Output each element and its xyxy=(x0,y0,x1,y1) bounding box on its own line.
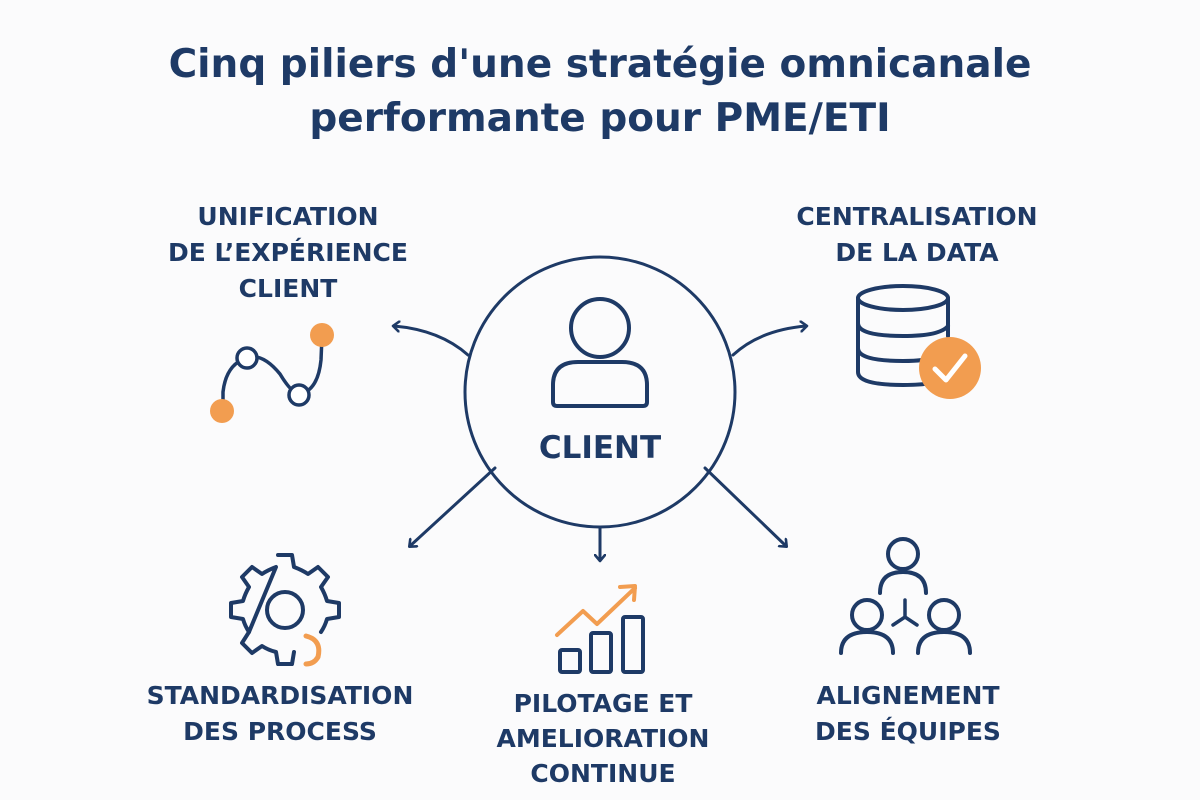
label-line: DES ÉQUIPES xyxy=(815,717,1001,746)
label-line: UNIFICATION xyxy=(197,202,379,231)
title-line-2: performante pour PME/ETI xyxy=(309,96,891,141)
bar-chart-trend-icon xyxy=(555,584,645,674)
person-icon xyxy=(551,297,649,408)
label-line: DES PROCESS xyxy=(183,717,377,746)
page-title: Cinq piliers d'une stratégie omnicanale … xyxy=(0,38,1200,146)
arrow-to-standardisation xyxy=(410,466,497,546)
label-line: DE L’EXPÉRIENCE xyxy=(168,238,408,267)
pillar-pilotage-label: PILOTAGE ET AMELIORATION CONTINUE xyxy=(497,686,710,791)
database-check-icon xyxy=(856,284,981,399)
pillar-alignement-label: ALIGNEMENT DES ÉQUIPES xyxy=(815,678,1001,750)
arrow-to-centralisation xyxy=(731,326,806,357)
label-line: CLIENT xyxy=(238,274,338,303)
pillar-centralisation-label: CENTRALISATION DE LA DATA xyxy=(796,199,1037,271)
label-line: STANDARDISATION xyxy=(146,681,414,710)
label-line: ALIGNEMENT xyxy=(816,681,1000,710)
label-line: DE LA DATA xyxy=(835,238,999,267)
label-line: AMELIORATION xyxy=(496,724,710,753)
journey-path-icon xyxy=(210,323,334,423)
label-line: PILOTAGE ET xyxy=(513,689,693,718)
team-icon xyxy=(839,537,972,655)
label-line: CENTRALISATION xyxy=(796,202,1038,231)
gear-icon xyxy=(229,553,341,667)
title-line-1: Cinq piliers d'une stratégie omnicanale xyxy=(168,42,1032,87)
arrow-to-unification xyxy=(394,326,470,357)
arrow-to-alignement xyxy=(703,466,786,546)
pillar-standardisation-label: STANDARDISATION DES PROCESS xyxy=(147,678,414,750)
label-line: CONTINUE xyxy=(530,759,676,788)
client-label: CLIENT xyxy=(539,430,661,466)
pillar-unification-label: UNIFICATION DE L’EXPÉRIENCE CLIENT xyxy=(168,199,408,307)
